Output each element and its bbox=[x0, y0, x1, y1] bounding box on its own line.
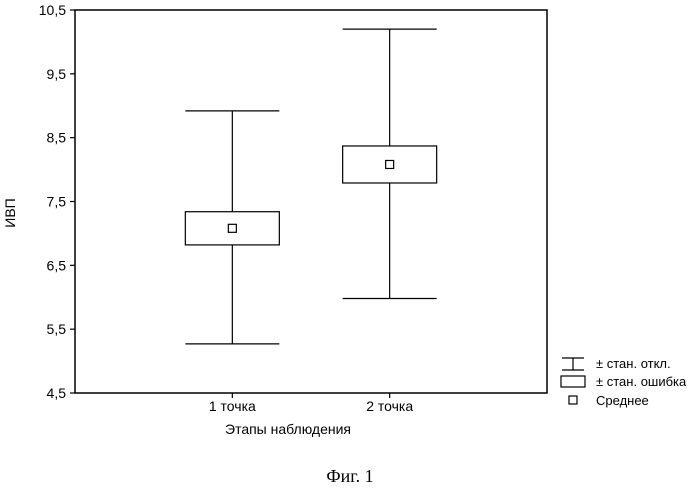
legend-label-std-dev: ± стан. откл. bbox=[596, 356, 671, 371]
box-group bbox=[185, 111, 279, 344]
y-tick-label: 8,5 bbox=[47, 130, 67, 146]
x-tick-label: 1 точка bbox=[209, 398, 256, 414]
plot-frame bbox=[75, 10, 547, 393]
x-axis-label: Этапы наблюдения bbox=[225, 421, 351, 437]
box-group bbox=[343, 29, 437, 298]
legend-square-icon bbox=[569, 396, 577, 404]
mean-marker bbox=[228, 224, 236, 232]
box-groups bbox=[185, 29, 436, 344]
legend-label-mean: Среднее bbox=[596, 393, 649, 408]
y-axis-label: ИВП bbox=[2, 198, 18, 227]
mean-marker bbox=[386, 160, 394, 168]
legend-label-std-error: ± стан. ошибка bbox=[596, 374, 687, 389]
legend: ± стан. откл. ± стан. ошибка Среднее bbox=[561, 356, 687, 408]
y-tick-label: 4,5 bbox=[47, 385, 67, 401]
y-tick-label: 5,5 bbox=[47, 321, 67, 337]
x-axis-labels: 1 точка 2 точка bbox=[209, 393, 413, 414]
legend-whisker-icon bbox=[562, 358, 584, 370]
y-tick-label: 6,5 bbox=[47, 257, 67, 273]
y-tick-label: 9,5 bbox=[47, 66, 67, 82]
figure-caption: Фиг. 1 bbox=[0, 466, 700, 487]
y-tick-label: 10,5 bbox=[39, 2, 66, 18]
x-tick-label: 2 точка bbox=[366, 398, 413, 414]
y-tick-label: 7,5 bbox=[47, 194, 67, 210]
legend-box-icon bbox=[561, 376, 585, 387]
y-axis-ticks: 4,5 5,5 6,5 7,5 8,5 9,5 10,5 bbox=[39, 2, 75, 401]
